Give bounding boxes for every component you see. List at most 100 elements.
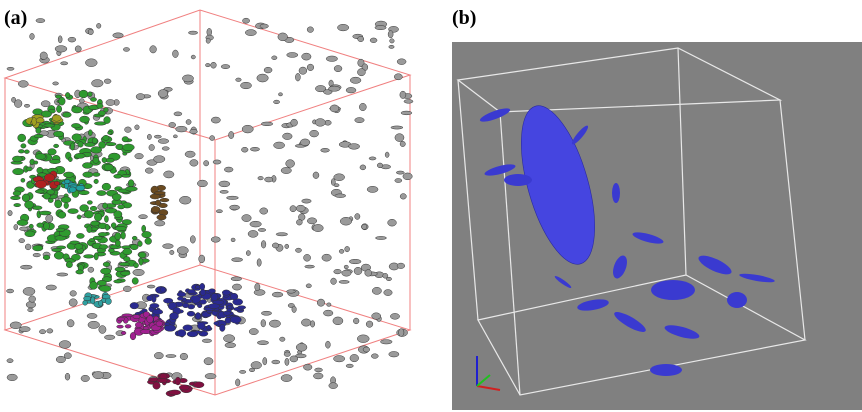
particle	[310, 321, 315, 327]
particle	[157, 378, 168, 382]
particle	[157, 215, 166, 220]
particle	[250, 147, 259, 151]
particle	[175, 377, 181, 385]
particle	[163, 244, 174, 249]
particle	[123, 47, 129, 51]
particle	[138, 252, 146, 258]
particle	[93, 172, 100, 176]
particle	[177, 292, 186, 297]
particle	[40, 52, 47, 60]
particle	[327, 303, 331, 307]
particle	[287, 52, 298, 57]
particle	[83, 255, 93, 259]
particle	[163, 298, 173, 303]
particle	[19, 327, 30, 332]
particle	[317, 299, 324, 306]
particle	[154, 352, 163, 359]
particle	[44, 174, 54, 182]
particle	[383, 273, 388, 278]
particle	[114, 280, 123, 283]
particle	[290, 356, 298, 362]
particle	[114, 211, 122, 218]
particle	[77, 215, 81, 219]
particle	[272, 360, 280, 364]
particle	[404, 100, 413, 104]
particle	[182, 303, 188, 308]
particle	[7, 374, 17, 381]
particle	[130, 244, 138, 249]
particle	[264, 67, 272, 73]
particle	[187, 311, 195, 316]
particle	[315, 368, 323, 372]
particle	[180, 353, 188, 360]
particle	[142, 225, 146, 232]
particle	[7, 67, 14, 70]
particle	[125, 324, 131, 328]
particle	[276, 233, 288, 236]
particle	[213, 160, 221, 164]
particle	[333, 317, 343, 325]
particle	[83, 296, 90, 300]
particle	[111, 223, 116, 228]
particle	[345, 246, 350, 252]
particle	[390, 39, 395, 43]
particle	[97, 191, 107, 196]
particle	[232, 284, 241, 290]
particle	[389, 351, 399, 357]
particle	[33, 253, 40, 257]
particle	[388, 31, 393, 38]
particle	[97, 280, 106, 286]
particle	[331, 278, 337, 284]
particle	[283, 133, 293, 140]
particle	[130, 332, 136, 340]
particle	[130, 302, 139, 308]
particle	[177, 247, 188, 255]
particle	[37, 223, 44, 228]
particle	[46, 285, 57, 290]
particle	[278, 93, 282, 96]
particle	[249, 328, 258, 334]
particle	[76, 270, 84, 274]
particle	[200, 289, 206, 295]
particle	[35, 153, 45, 159]
particle	[58, 212, 66, 219]
particle	[47, 329, 53, 334]
particle	[57, 273, 68, 276]
particle	[121, 232, 126, 239]
particle	[340, 217, 352, 225]
particle	[260, 24, 268, 28]
particle	[170, 313, 179, 320]
particle	[214, 322, 219, 326]
particle	[166, 354, 176, 357]
particle	[313, 172, 319, 179]
particle	[117, 325, 124, 328]
particle	[350, 77, 361, 83]
particle	[258, 228, 266, 231]
particle	[346, 364, 353, 368]
particle	[19, 227, 28, 231]
particle	[306, 284, 311, 288]
particle	[395, 134, 404, 142]
particle	[396, 171, 404, 174]
particle	[261, 122, 273, 126]
particle	[292, 306, 297, 313]
particle	[329, 383, 338, 389]
particle	[133, 315, 140, 319]
particle	[156, 321, 163, 327]
particle	[70, 291, 77, 297]
particle	[150, 46, 157, 53]
particle	[185, 151, 195, 157]
particle	[330, 105, 339, 112]
particle	[206, 63, 211, 66]
particle	[160, 287, 165, 292]
particle	[79, 99, 84, 104]
particle	[108, 131, 112, 134]
particle	[64, 179, 70, 183]
particle	[371, 354, 378, 359]
particle	[197, 322, 205, 329]
particle	[39, 329, 45, 333]
particle	[307, 218, 316, 224]
particle	[94, 213, 102, 221]
particle	[90, 221, 99, 226]
particle	[35, 180, 46, 188]
